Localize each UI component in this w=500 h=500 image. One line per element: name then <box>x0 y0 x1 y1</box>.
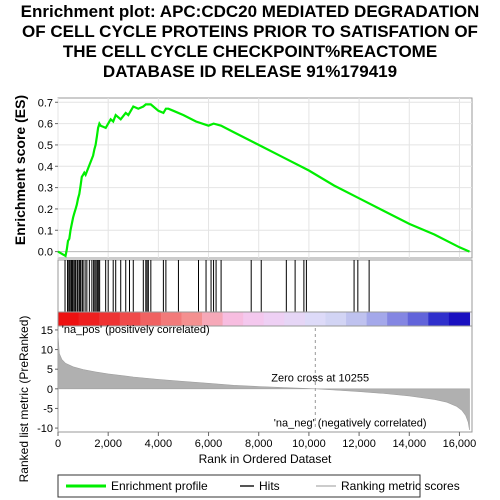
rank-bar-segment <box>202 312 224 326</box>
hits-frame <box>57 259 473 313</box>
x-tick-label: 10,000 <box>292 438 326 450</box>
legend: Enrichment profile Hits Ranking metric sco… <box>57 474 460 498</box>
x-tick-label: 12,000 <box>342 438 376 450</box>
metric-y-tick-label: 5 <box>47 364 53 376</box>
x-tick-label: 14,000 <box>392 438 426 450</box>
rank-color-bar <box>57 311 473 327</box>
rank-bar-segment <box>263 312 285 326</box>
chart-title: Enrichment plot: APC:CDC20 MEDIATED DEGR… <box>0 2 500 82</box>
x-tick-label: 4,000 <box>145 438 173 450</box>
metric-y-tick-label: 10 <box>41 345 53 357</box>
title-line-1: Enrichment plot: APC:CDC20 MEDIATED DEGR… <box>20 2 480 21</box>
legend-box <box>57 474 421 498</box>
x-tick-label: 0 <box>55 438 61 450</box>
metric-y-tick-label: -5 <box>43 403 53 415</box>
es-y-axis-title: Enrichment score (ES) <box>12 95 28 245</box>
title-line-3: THE CELL CYCLE CHECKPOINT%REACTOME <box>62 42 438 61</box>
metric-panel: -10 -5 0 5 10 15 Zero cross at 10255 'na_pos' (… <box>17 316 473 483</box>
rank-bar-segment <box>160 312 183 326</box>
es-y-tick-label: 0.0 <box>38 247 53 259</box>
rank-bar-segment <box>366 312 388 326</box>
legend-label: Hits <box>259 479 280 493</box>
rank-bar-segment <box>325 312 347 326</box>
x-tick-label: 8,000 <box>245 438 273 450</box>
zero-cross-label: Zero cross at 10255 <box>271 373 369 385</box>
es-y-tick-label: 0.3 <box>38 183 53 195</box>
neg-correlated-label: 'na_neg' (negatively correlated) <box>274 418 427 430</box>
rank-bar-segment <box>181 312 203 326</box>
es-y-tick-label: 0.6 <box>38 119 53 131</box>
x-tick-label: 2,000 <box>94 438 122 450</box>
rank-bar-segment <box>304 312 327 326</box>
title-line-4: DATABASE ID RELEASE 91%179419 <box>102 62 398 81</box>
title-line-2: OF CELL CYCLE PROTEINS PRIOR TO SATISFAT… <box>22 22 478 41</box>
pos-correlated-label: 'na_pos' (positively correlated) <box>62 324 210 336</box>
ranking-metric-area <box>57 333 470 431</box>
rank-bar-segment <box>284 312 306 326</box>
rank-bar-segment <box>78 312 100 326</box>
metric-y-tick-label: 0 <box>47 384 53 396</box>
hits-panel <box>57 259 473 313</box>
legend-label: Ranking metric scores <box>341 479 460 493</box>
rank-bar-segment <box>140 312 162 326</box>
metric-y-tick-label: 15 <box>41 325 53 337</box>
rank-bar-segment <box>119 312 141 326</box>
enrichment-profile-line <box>57 103 470 258</box>
es-y-tick-label: 0.5 <box>38 140 53 152</box>
rank-bar-segment <box>58 312 80 326</box>
es-panel: 0.0 0.1 0.2 0.3 0.4 0.5 0.6 0.7 Enrichment score… <box>12 95 473 259</box>
es-plot-frame <box>57 97 473 259</box>
x-axis-title: Rank in Ordered Dataset <box>199 452 332 466</box>
es-y-tick-label: 0.1 <box>38 225 53 237</box>
legend-label: Enrichment profile <box>111 479 208 493</box>
metric-y-tick-label: -10 <box>37 423 53 435</box>
rank-bar-segment <box>243 312 265 326</box>
rank-bar-segment <box>222 312 244 326</box>
x-axis: 0 2,000 4,000 6,000 8,000 10,000 12,000 14,000 1… <box>55 432 476 466</box>
metric-y-axis-title: Ranked list metric (PreRanked) <box>17 316 31 483</box>
es-y-tick-label: 0.4 <box>38 161 53 173</box>
rank-bar-segment <box>407 312 429 326</box>
rank-bar-segment <box>428 312 450 326</box>
rank-bar-segment <box>346 312 368 326</box>
es-y-tick-label: 0.2 <box>38 204 53 216</box>
rank-bar-segment <box>448 312 471 326</box>
es-y-tick-label: 0.7 <box>38 97 53 109</box>
x-tick-label: 16,000 <box>443 438 477 450</box>
rank-bar-segment <box>387 312 409 326</box>
x-tick-label: 6,000 <box>195 438 223 450</box>
rank-bar-segment <box>99 312 121 326</box>
